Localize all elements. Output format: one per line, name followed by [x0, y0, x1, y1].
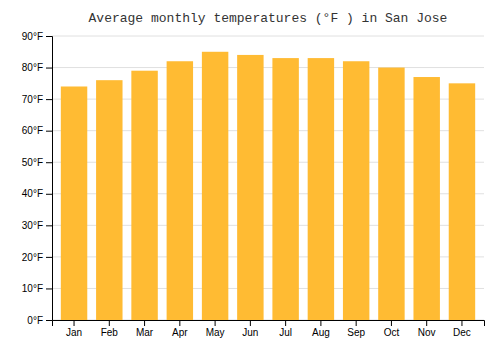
tick-label: 20°F: [22, 252, 43, 263]
tick-label: Jul: [279, 327, 292, 338]
y-axis: 0°F 10°F 20°F 30°F 40°F 50°F 60°F 70°F 80°F 90°F: [22, 31, 53, 326]
tick-mark: [391, 320, 392, 326]
tick-label: Nov: [418, 327, 436, 338]
tick: 60°F: [22, 125, 52, 136]
tick-label: Sep: [347, 327, 365, 338]
tick: Apr: [172, 320, 188, 338]
bar: [167, 61, 193, 320]
bar: [61, 86, 87, 320]
bar: [237, 55, 263, 320]
tick-mark: [46, 68, 52, 69]
tick: 20°F: [22, 252, 52, 263]
bar: [343, 61, 369, 320]
bar: [272, 58, 298, 320]
tick: Nov: [418, 320, 436, 338]
tick: 30°F: [22, 220, 52, 231]
tick-mark: [46, 320, 52, 321]
tick-label: Jan: [66, 327, 82, 338]
tick: 70°F: [22, 94, 52, 105]
bar: [449, 83, 475, 320]
tick: 50°F: [22, 157, 52, 168]
tick-mark: [426, 320, 427, 326]
tick-label: 90°F: [22, 31, 43, 42]
tick-mark: [461, 320, 462, 326]
axis-line: [53, 321, 485, 327]
tick-mark: [179, 320, 180, 326]
tick: Jul: [279, 320, 292, 338]
bar: [378, 68, 404, 320]
bar: [131, 71, 157, 320]
tick: Sep: [347, 320, 365, 338]
title: Average monthly temperatures (°F ) in Sa…: [89, 11, 448, 26]
chart: 0°F 10°F 20°F 30°F 40°F 50°F 60°F 70°F 80°F 90°F J…: [0, 0, 500, 350]
axis-line: [46, 37, 53, 321]
grid-line: [52, 67, 484, 68]
tick: 40°F: [22, 188, 52, 199]
tick-label: Aug: [312, 327, 330, 338]
tick-mark: [46, 131, 52, 132]
tick: May: [206, 320, 225, 338]
grid-line: [52, 36, 484, 37]
tick-mark: [46, 257, 52, 258]
tick-mark: [320, 320, 321, 326]
tick-label: 0°F: [27, 315, 43, 326]
tick-label: Feb: [101, 327, 119, 338]
bar: [413, 77, 439, 320]
tick-mark: [215, 320, 216, 326]
tick-mark: [250, 320, 251, 326]
bars: [61, 52, 475, 320]
tick-label: Apr: [172, 327, 188, 338]
tick-label: Oct: [384, 327, 400, 338]
tick-mark: [109, 320, 110, 326]
tick-mark: [356, 320, 357, 326]
tick-label: Jun: [242, 327, 258, 338]
tick: Feb: [101, 320, 119, 338]
tick: Mar: [136, 320, 154, 338]
tick-mark: [46, 36, 52, 37]
tick-mark: [46, 162, 52, 163]
tick: 10°F: [22, 283, 52, 294]
tick-mark: [46, 99, 52, 100]
bar: [96, 80, 122, 320]
tick: Jan: [66, 320, 82, 338]
tick: Dec: [453, 320, 471, 338]
tick-mark: [46, 194, 52, 195]
tick-label: 80°F: [22, 62, 43, 73]
tick-mark: [144, 320, 145, 326]
tick-mark: [285, 320, 286, 326]
tick-label: 60°F: [22, 125, 43, 136]
bar: [202, 52, 228, 320]
tick-label: Dec: [453, 327, 471, 338]
tick-label: 40°F: [22, 188, 43, 199]
tick-label: 30°F: [22, 220, 43, 231]
tick-label: May: [206, 327, 225, 338]
tick: 90°F: [22, 31, 52, 42]
tick: Aug: [312, 320, 330, 338]
tick: 80°F: [22, 62, 52, 73]
x-axis: Jan Feb Mar Apr May Jun Jul Aug Sep Oct Nov Dec: [53, 320, 485, 338]
tick-mark: [46, 288, 52, 289]
bar: [308, 58, 334, 320]
tick: Oct: [384, 320, 400, 338]
tick-label: 50°F: [22, 157, 43, 168]
tick-label: Mar: [136, 327, 154, 338]
tick: Jun: [242, 320, 258, 338]
grid: [52, 36, 484, 320]
plot: 0°F 10°F 20°F 30°F 40°F 50°F 60°F 70°F 80°F 90°F J…: [22, 31, 485, 338]
tick: 0°F: [27, 315, 52, 326]
tick-label: 70°F: [22, 94, 43, 105]
tick-label: 10°F: [22, 283, 43, 294]
tick-mark: [46, 225, 52, 226]
tick-mark: [74, 320, 75, 326]
